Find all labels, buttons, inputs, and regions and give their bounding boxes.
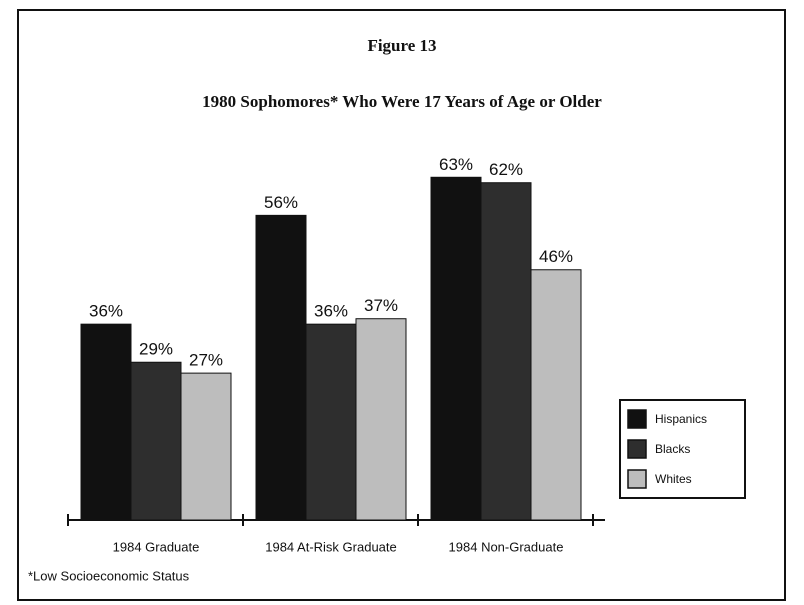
x-tick-label: 1984 Graduate <box>113 539 200 554</box>
bar <box>430 176 482 521</box>
bar <box>130 361 182 521</box>
bar <box>80 323 132 521</box>
value-label: 62% <box>489 160 523 179</box>
value-label: 37% <box>364 296 398 315</box>
footnote: *Low Socioeconomic Status <box>28 568 190 583</box>
legend-swatch <box>627 439 647 459</box>
bar <box>530 269 582 521</box>
chart-subtitle: 1980 Sophomores* Who Were 17 Years of Ag… <box>202 92 602 111</box>
frame <box>17 9 786 601</box>
x-tick-label: 1984 At-Risk Graduate <box>265 539 397 554</box>
value-label: 63% <box>439 155 473 174</box>
legend-label: Blacks <box>655 442 690 456</box>
value-label: 36% <box>89 302 123 321</box>
legend-label: Whites <box>655 472 692 486</box>
value-label: 27% <box>189 351 223 370</box>
value-label: 46% <box>539 247 573 266</box>
chart-title: Figure 13 <box>367 36 436 55</box>
legend-swatch <box>627 469 647 489</box>
x-tick-label: 1984 Non-Graduate <box>449 539 564 554</box>
legend-swatch <box>627 409 647 429</box>
bar <box>180 372 232 521</box>
legend-label: Hispanics <box>655 412 707 426</box>
bar <box>355 318 407 521</box>
bar <box>255 214 307 521</box>
bar <box>305 323 357 521</box>
bar <box>480 182 532 521</box>
value-label: 36% <box>314 302 348 321</box>
value-label: 29% <box>139 340 173 359</box>
value-label: 56% <box>264 193 298 212</box>
